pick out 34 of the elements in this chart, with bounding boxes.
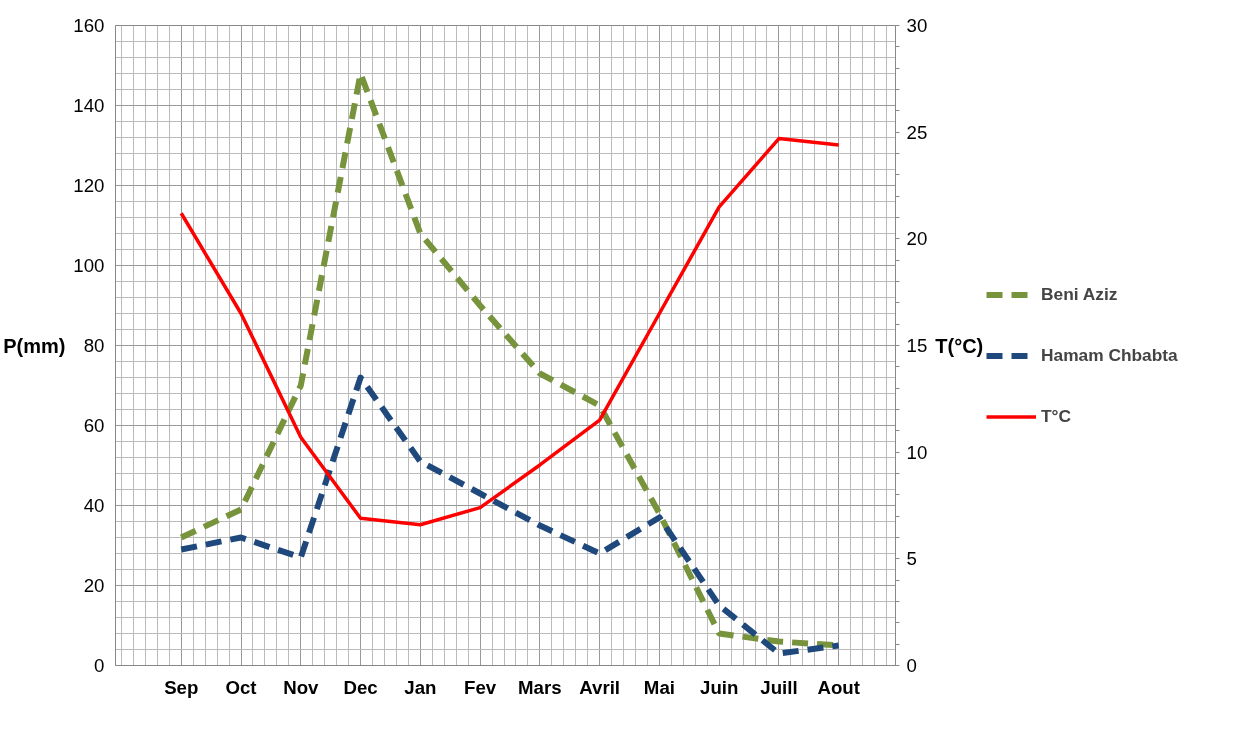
y-tick-label: 60 [83, 415, 105, 436]
y-tick-label: 140 [73, 95, 105, 116]
x-tick-label: Fev [464, 676, 497, 698]
legend-label: Beni Aziz [1041, 283, 1118, 305]
y-tick-label: 80 [83, 335, 105, 356]
y-tick-label: 120 [73, 175, 105, 196]
y2-axis-title: T(°C) [935, 334, 984, 357]
y2-tick-label: 30 [906, 15, 928, 36]
x-tick-label: Jan [404, 676, 437, 698]
x-tick-label: Juill [760, 676, 798, 698]
y2-tick-label: 20 [906, 228, 928, 250]
y-tick-label: 0 [94, 655, 105, 676]
line-series [179, 136, 841, 527]
legend-label: T°C [1041, 405, 1073, 427]
x-tick-label: Sep [164, 676, 199, 698]
legend-label: Hamam Chbabta [1041, 344, 1178, 366]
y-tick-label: 40 [83, 495, 105, 516]
y-tick-label: 20 [83, 575, 105, 596]
y-tick-label: 160 [73, 15, 105, 36]
x-tick-label: Oct [225, 676, 257, 698]
x-tick-label: Mars [518, 676, 562, 698]
x-tick-label: Nov [283, 676, 320, 698]
y2-tick-label: 10 [906, 441, 928, 463]
y-tick-label: 100 [73, 255, 105, 276]
y2-tick-label: 15 [906, 335, 928, 356]
x-tick-label: Juin [700, 676, 739, 698]
x-tick-label: Mai [643, 676, 675, 698]
y2-tick-label: 0 [906, 655, 917, 676]
y2-tick-label: 25 [906, 121, 928, 143]
x-tick-label: Avril [579, 676, 621, 698]
y2-tick-label: 5 [906, 548, 917, 570]
y-axis-title: P(mm) [3, 334, 66, 357]
x-tick-label: Aout [817, 676, 860, 698]
x-tick-label: Dec [343, 676, 378, 698]
